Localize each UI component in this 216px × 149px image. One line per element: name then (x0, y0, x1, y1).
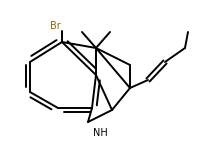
Text: NH: NH (93, 128, 107, 138)
Text: Br: Br (50, 21, 60, 31)
